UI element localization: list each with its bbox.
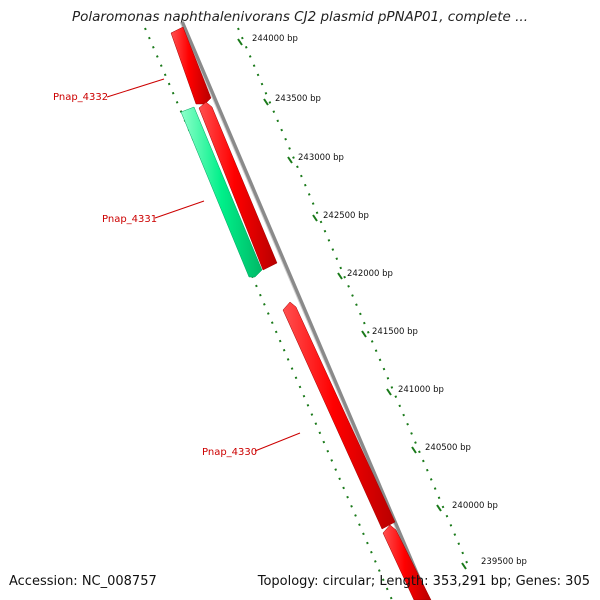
backbone-line: [180, 21, 430, 600]
gene-label-pnap-4332[interactable]: Pnap_4332: [53, 92, 108, 103]
inner-tick-track: [144, 27, 393, 600]
gene-label-pnap-4331[interactable]: Pnap_4331: [102, 214, 157, 225]
gene-feature-pnap-4332[interactable]: [170, 26, 212, 105]
ruler-tick: [361, 330, 367, 338]
ruler-track: [237, 27, 471, 571]
gene-feature-pnap-4330[interactable]: [282, 301, 396, 530]
ruler-label: 243500 bp: [275, 94, 321, 104]
ruler-tick: [461, 562, 467, 570]
leader-line-pnap-4331: [154, 200, 205, 219]
ruler-label: 241500 bp: [372, 327, 418, 337]
ruler-tick: [312, 214, 318, 222]
leader-line-pnap-4330: [254, 432, 301, 452]
ruler-label: 240000 bp: [452, 501, 498, 511]
ruler-tick: [386, 388, 392, 396]
ruler-label: 241000 bp: [398, 385, 444, 395]
gene-features: [170, 26, 432, 600]
ruler-marks: 244000 bp 243500 bp 243000 bp 242500 bp …: [237, 34, 527, 570]
ruler-tick: [263, 98, 269, 106]
ruler-tick: [237, 38, 243, 46]
gene-feature-upper-forward[interactable]: [198, 101, 278, 271]
ruler-label: 242500 bp: [323, 211, 369, 221]
ruler-label: 242000 bp: [347, 269, 393, 279]
map-title: Polaromonas naphthalenivorans CJ2 plasmi…: [71, 9, 529, 25]
ruler-tick: [436, 504, 442, 512]
ruler-label: 244000 bp: [252, 34, 298, 44]
ruler-tick: [411, 446, 417, 454]
ruler-label: 239500 bp: [481, 557, 527, 567]
topology-text: Topology: circular; Length: 353,291 bp; …: [257, 574, 590, 589]
ruler-label: 243000 bp: [298, 153, 344, 163]
ruler-tick: [337, 272, 343, 280]
gene-feature-lower-forward[interactable]: [382, 524, 432, 600]
gene-label-pnap-4330[interactable]: Pnap_4330: [202, 447, 257, 458]
gene-labels: Pnap_4332 Pnap_4331 Pnap_4330: [53, 78, 301, 458]
accession-text: Accession: NC_008757: [9, 574, 157, 589]
leader-line-pnap-4332: [106, 78, 165, 98]
ruler-tick: [287, 156, 293, 164]
gene-feature-pnap-4331[interactable]: [180, 106, 263, 278]
ruler-label: 240500 bp: [425, 443, 471, 453]
